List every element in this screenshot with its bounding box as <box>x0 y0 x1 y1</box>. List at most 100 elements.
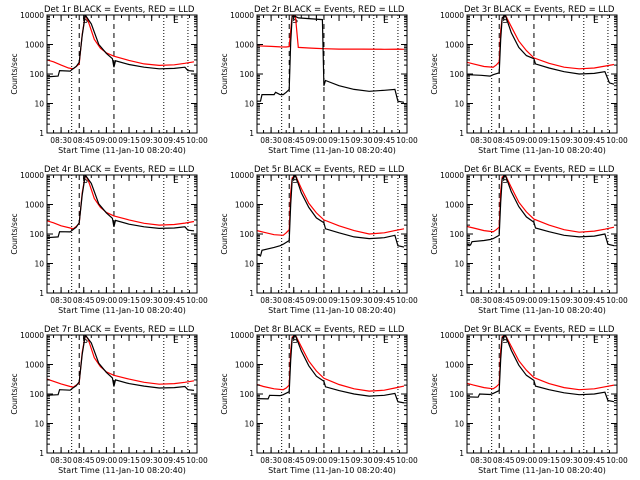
x-tick-label: 10:00 <box>396 296 418 305</box>
y-tick-label: 10000 <box>20 11 44 20</box>
start-marker-label: S <box>292 336 298 346</box>
x-tick-label: 08:30 <box>470 136 492 145</box>
plot-frame <box>466 174 618 294</box>
y-tick-label: 1 <box>249 129 254 138</box>
events-series-line <box>257 335 405 404</box>
x-tick-label: 09:45 <box>164 296 186 305</box>
y-axis-label: Counts/sec <box>10 53 19 94</box>
y-tick-label: 1000 <box>25 201 44 210</box>
x-tick-label: 09:15 <box>118 136 140 145</box>
end-marker-label: E <box>173 176 179 186</box>
y-tick-label: 1 <box>249 449 254 458</box>
y-axis-label: Counts/sec <box>430 213 439 254</box>
end-marker-label: E <box>593 336 599 346</box>
x-axis-label: Start Time (11-Jan-10 08:20:40) <box>478 466 606 475</box>
x-axis-label: Start Time (11-Jan-10 08:20:40) <box>478 306 606 315</box>
start-marker-label: S <box>502 16 508 26</box>
y-tick-label: 100 <box>240 390 255 399</box>
x-tick-label: 09:30 <box>561 456 583 465</box>
chart-title: Det 8r BLACK = Events, RED = LLD <box>254 325 405 335</box>
x-tick-label: 09:30 <box>351 136 373 145</box>
x-tick-label: 09:30 <box>561 296 583 305</box>
x-axis-label: Start Time (11-Jan-10 08:20:40) <box>58 146 186 155</box>
y-axis-label: Counts/sec <box>10 373 19 414</box>
lld-series-line <box>467 15 615 70</box>
y-axis-label: Counts/sec <box>220 213 229 254</box>
y-tick-label: 10 <box>34 260 44 269</box>
y-tick-label: 10000 <box>230 11 254 20</box>
y-tick-label: 10000 <box>20 171 44 180</box>
y-tick-label: 1000 <box>445 201 464 210</box>
plot-frame <box>46 174 198 294</box>
lld-series-line <box>257 15 405 50</box>
x-axis-label: Start Time (11-Jan-10 08:20:40) <box>58 306 186 315</box>
x-tick-label: 08:45 <box>73 296 95 305</box>
chart-title: Det 4r BLACK = Events, RED = LLD <box>44 165 195 175</box>
x-tick-label: 09:30 <box>141 136 163 145</box>
events-series-line <box>257 15 405 103</box>
y-tick-label: 1 <box>459 449 464 458</box>
y-tick-label: 10000 <box>440 11 464 20</box>
x-tick-label: 08:45 <box>493 456 515 465</box>
y-tick-label: 100 <box>240 70 255 79</box>
events-series-line <box>47 335 195 396</box>
end-marker-label: E <box>593 16 599 26</box>
x-tick-label: 09:45 <box>164 456 186 465</box>
y-axis-label: Counts/sec <box>430 373 439 414</box>
start-marker-label: S <box>82 176 88 186</box>
events-series-line <box>467 335 615 403</box>
x-tick-label: 09:00 <box>516 136 538 145</box>
y-tick-label: 1000 <box>25 361 44 370</box>
plot-frame <box>256 334 408 454</box>
lld-series-line <box>47 15 195 70</box>
x-tick-label: 08:45 <box>73 456 95 465</box>
x-tick-label: 10:00 <box>396 136 418 145</box>
x-tick-label: 08:45 <box>283 456 305 465</box>
y-axis-label: Counts/sec <box>430 53 439 94</box>
x-tick-label: 09:15 <box>328 456 350 465</box>
x-tick-label: 09:15 <box>538 456 560 465</box>
x-tick-label: 08:45 <box>73 136 95 145</box>
x-tick-label: 09:00 <box>96 136 118 145</box>
y-tick-label: 100 <box>450 390 465 399</box>
x-tick-label: 08:30 <box>260 136 282 145</box>
lld-series-line <box>257 175 405 236</box>
events-series-line <box>467 15 615 85</box>
x-tick-label: 09:45 <box>374 296 396 305</box>
plot-frame <box>46 14 198 134</box>
x-axis-label: Start Time (11-Jan-10 08:20:40) <box>478 146 606 155</box>
y-tick-label: 10 <box>34 100 44 109</box>
x-tick-label: 09:00 <box>96 456 118 465</box>
x-tick-label: 09:15 <box>118 456 140 465</box>
x-tick-label: 09:45 <box>374 456 396 465</box>
x-tick-label: 09:00 <box>516 456 538 465</box>
y-tick-label: 10000 <box>230 331 254 340</box>
lld-series-line <box>47 335 195 388</box>
x-tick-label: 09:30 <box>351 296 373 305</box>
end-marker-label: E <box>383 16 389 26</box>
events-series-line <box>47 15 195 78</box>
start-marker-label: S <box>292 176 298 186</box>
y-tick-label: 1 <box>459 289 464 298</box>
y-axis-label: Counts/sec <box>220 373 229 414</box>
y-tick-label: 1 <box>459 129 464 138</box>
plot-frame <box>46 334 198 454</box>
x-tick-label: 09:30 <box>141 456 163 465</box>
y-tick-label: 10000 <box>20 331 44 340</box>
x-tick-label: 09:00 <box>96 296 118 305</box>
y-tick-label: 10000 <box>440 171 464 180</box>
x-tick-label: 08:30 <box>470 456 492 465</box>
plot-frame <box>466 14 618 134</box>
x-axis-label: Start Time (11-Jan-10 08:20:40) <box>268 466 396 475</box>
x-tick-label: 09:45 <box>374 136 396 145</box>
lld-series-line <box>257 335 405 392</box>
y-tick-label: 1 <box>39 129 44 138</box>
events-series-line <box>257 175 405 257</box>
y-tick-label: 10 <box>454 260 464 269</box>
x-tick-label: 10:00 <box>606 136 628 145</box>
x-tick-label: 08:30 <box>470 296 492 305</box>
chart-title: Det 7r BLACK = Events, RED = LLD <box>44 325 195 335</box>
